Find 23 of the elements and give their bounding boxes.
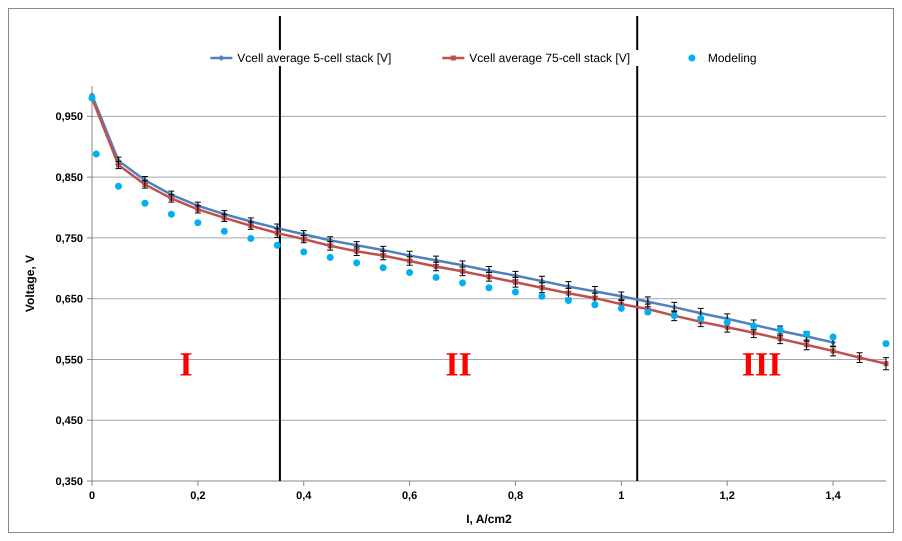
x-axis-title: I, A/cm2 <box>466 512 512 526</box>
x-tick-label: 0,4 <box>296 490 312 502</box>
legend-label: Vcell average 75-cell stack [V] <box>469 51 630 66</box>
y-axis-title: Voltage, V <box>23 254 37 312</box>
annotation: I <box>179 346 193 384</box>
y-tick-label: 0,950 <box>55 111 83 124</box>
x-tick-label: 0,6 <box>402 490 418 502</box>
x-tick-label: 1,2 <box>720 490 735 502</box>
y-tick-label: 0,850 <box>55 172 83 184</box>
legend-label: Modeling <box>708 51 757 66</box>
y-tick-label: 0,550 <box>55 354 83 366</box>
annotation: II <box>445 346 472 384</box>
x-tick-label: 0 <box>88 490 96 502</box>
y-tick-label: 0,650 <box>55 294 83 306</box>
legend-label: Vcell average 5-cell stack [V] <box>237 51 392 66</box>
y-tick-label: 0,350 <box>55 476 83 488</box>
y-tick-label: 0,750 <box>55 232 83 245</box>
x-tick-label: 0,8 <box>508 490 524 502</box>
y-tick-label: 0,450 <box>55 415 83 428</box>
annotation: III <box>742 346 782 384</box>
x-tick-label: 1 <box>618 490 624 502</box>
x-tick-label: 1,4 <box>825 490 842 502</box>
x-tick-label: 0,2 <box>190 490 206 502</box>
